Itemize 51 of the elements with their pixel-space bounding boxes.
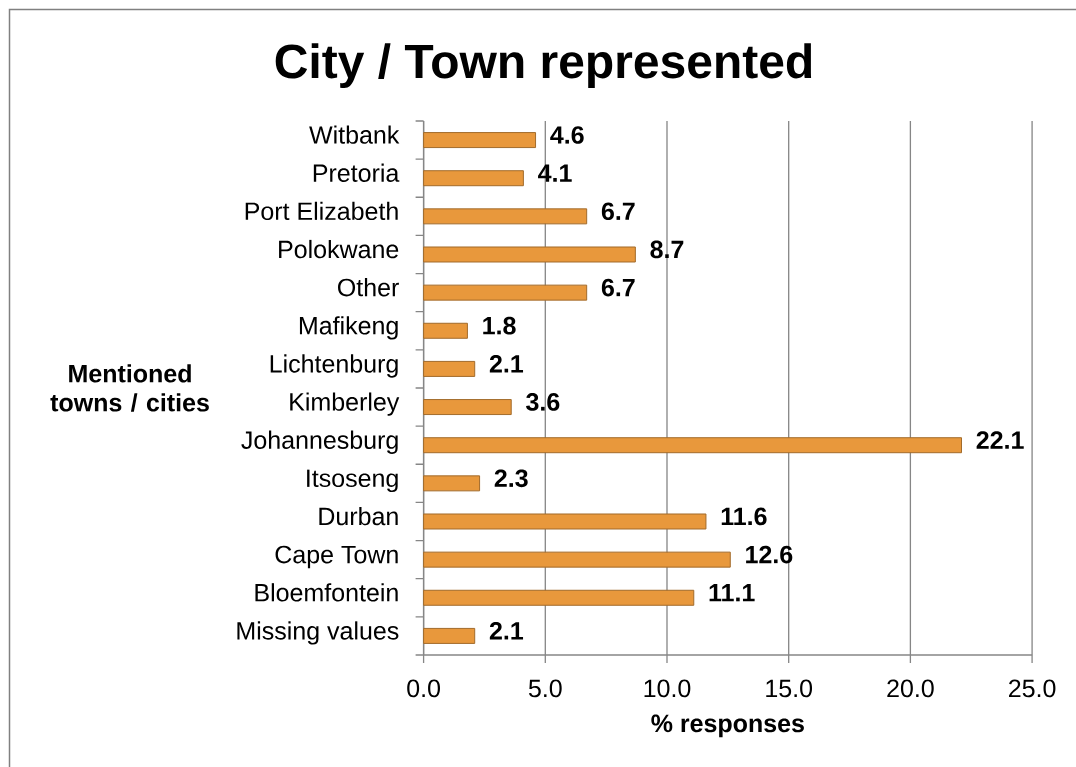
bar	[423, 627, 476, 644]
x-tick-label: 0.0	[407, 679, 440, 698]
y-tick-label: Johannesburg	[241, 430, 398, 454]
data-label: 2.3	[494, 469, 528, 488]
bar	[423, 132, 537, 149]
bar	[423, 475, 481, 492]
y-tick-label: Port Elizabeth	[245, 201, 398, 221]
y-tick-label: Itsoseng	[307, 469, 398, 493]
x-tick-label: 25.0	[1009, 679, 1056, 698]
y-tick-label: Bloemfontein	[255, 583, 398, 602]
bar	[423, 513, 707, 530]
data-label: 11.1	[709, 584, 755, 602]
x-tick-label: 5.0	[528, 679, 562, 698]
bar	[423, 208, 588, 225]
y-tick-label: Cape Town	[275, 545, 398, 569]
data-label: 22.1	[976, 431, 1024, 449]
bar	[423, 551, 731, 568]
data-label: 12.6	[746, 545, 793, 564]
x-tick-label: 10.0	[644, 679, 691, 698]
y-tick-label: Durban	[319, 506, 398, 526]
bar	[423, 589, 695, 606]
x-tick-label: 20.0	[887, 679, 934, 698]
data-label: 11.6	[721, 507, 767, 526]
bar	[423, 322, 468, 339]
data-label: 8.7	[650, 240, 684, 259]
data-label: 2.1	[489, 621, 524, 640]
y-axis-title: Mentioned towns / cities	[50, 364, 209, 412]
y-tick-label: Pretoria	[313, 163, 400, 182]
data-label: 4.1	[538, 164, 572, 182]
bar	[423, 170, 524, 187]
bar	[423, 284, 588, 301]
y-tick-label: Witbank	[309, 125, 400, 144]
data-label: 3.6	[526, 393, 560, 411]
bar	[423, 360, 476, 377]
y-tick-label: Other	[338, 278, 399, 297]
bar	[423, 246, 636, 263]
bar	[423, 399, 512, 416]
x-axis-title: % responses	[651, 714, 804, 738]
y-tick-label: Mafikeng	[299, 316, 398, 340]
y-tick-label: Kimberley	[290, 392, 400, 416]
x-tick-label: 15.0	[766, 679, 813, 698]
chart-title: City / Town represented	[275, 43, 812, 88]
y-tick-label: Missing values	[237, 621, 399, 645]
data-label: 6.7	[601, 202, 635, 221]
y-tick-label: Lichtenburg	[270, 354, 398, 378]
data-label: 1.8	[483, 316, 516, 335]
y-tick-label: Polokwane	[279, 239, 399, 259]
data-label: 6.7	[601, 278, 635, 297]
data-label: 2.1	[489, 354, 524, 373]
bar	[423, 437, 962, 454]
data-label: 4.6	[550, 126, 584, 144]
